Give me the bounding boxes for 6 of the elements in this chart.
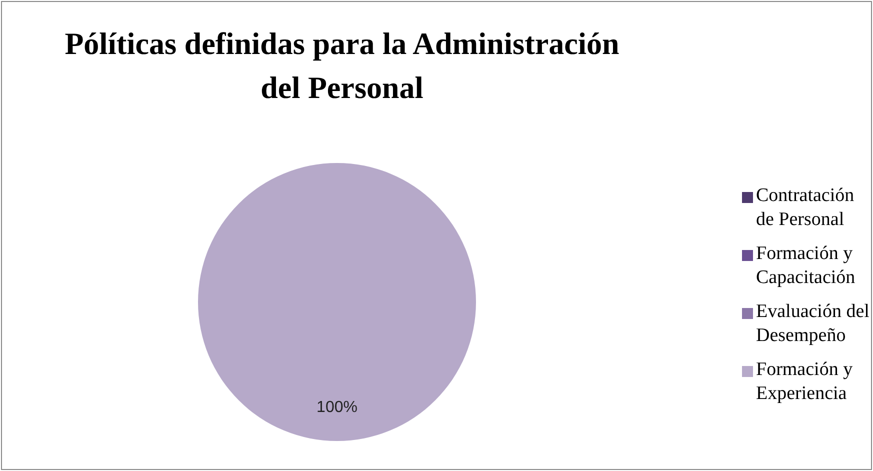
legend-label: Formación y Experiencia: [755, 358, 854, 406]
legend-label: Evaluación del Desempeño: [755, 300, 870, 348]
chart-title: Pólíticas definidas para la Administración del Personal: [64, 25, 620, 107]
legend-label: Formación y Capacitación: [755, 242, 856, 290]
data-label: 100%: [316, 399, 358, 416]
legend-label: Contratación de Personal: [755, 184, 856, 232]
